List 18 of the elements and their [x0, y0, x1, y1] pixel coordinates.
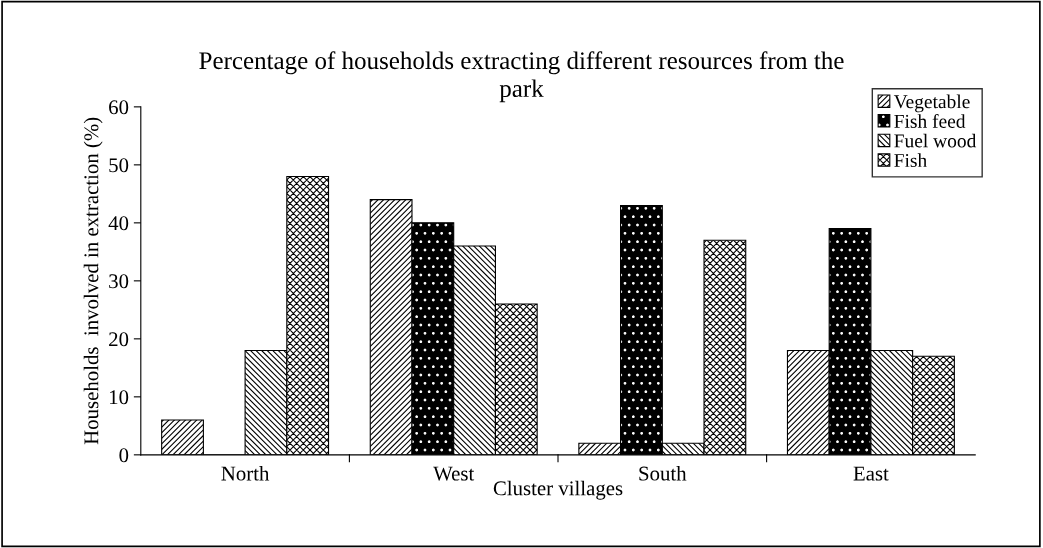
y-tick-label: 0	[119, 448, 129, 463]
x-tick-label: West	[433, 466, 475, 481]
y-tick-label: 40	[108, 216, 129, 231]
x-tick-label: East	[853, 466, 889, 481]
legend-label: Fuel wood	[894, 133, 977, 148]
y-axis-title: Households involved in extraction (%)	[83, 117, 103, 445]
legend-label: Fish	[894, 153, 927, 168]
y-tick-label: 10	[110, 390, 129, 405]
x-tick-label: South	[639, 465, 687, 481]
legend-label: Fish feed	[894, 114, 966, 128]
x-tick-label: North	[221, 465, 270, 481]
x-axis-title: Cluster villages	[493, 480, 623, 500]
legend-label: Vegetable	[893, 94, 970, 113]
y-tick-label: 50	[109, 158, 129, 173]
y-tick-label: 20	[109, 332, 129, 347]
chart-title: Percentage of households extracting different resources from the park	[199, 51, 844, 103]
y-tick-label: 60	[109, 100, 129, 115]
y-tick-label: 30	[109, 274, 129, 289]
